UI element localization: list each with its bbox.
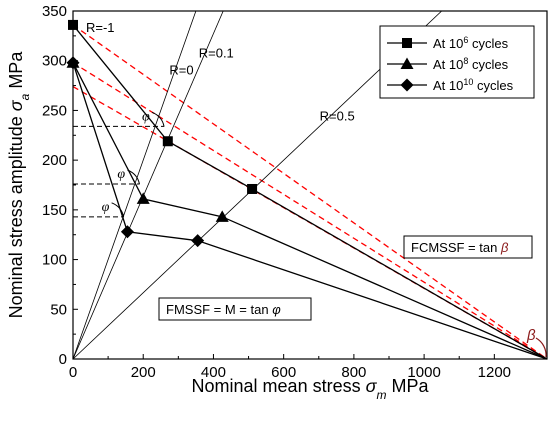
- r-line-labels: R=0 R=0.1 R=0.5: [169, 46, 354, 124]
- r-ratio-line: [73, 11, 197, 359]
- phi-label: φ: [102, 200, 110, 215]
- point-square: [247, 183, 258, 194]
- legend-label: At 106 cycles: [433, 35, 509, 51]
- x-tick-label: 200: [131, 364, 156, 381]
- y-tick-label: 150: [42, 202, 67, 219]
- x-tick-label: 1000: [407, 364, 440, 381]
- phi-angle-labels: φ φ φ: [102, 109, 165, 217]
- legend: At 106 cycles At 108 cycles At 1010 cycles: [379, 25, 535, 99]
- y-tick-label: 300: [42, 53, 67, 70]
- legend-marker-square: [402, 38, 412, 48]
- y-tick-label: 200: [42, 152, 67, 169]
- fit-dashed-line: [73, 24, 547, 359]
- beta-label: β: [526, 327, 536, 344]
- point-triangle: [136, 192, 150, 204]
- legend-label: At 108 cycles: [433, 56, 509, 72]
- y-tick-label: 0: [59, 351, 67, 368]
- point-diamond: [120, 225, 134, 239]
- fcmssf-text: FCMSSF = tan β: [411, 240, 509, 255]
- x-tick-label: 0: [69, 364, 77, 381]
- series-line-diamond: [72, 62, 548, 360]
- point-square: [162, 136, 173, 147]
- phi-arc: [151, 111, 165, 127]
- r-ratio-line: [73, 11, 224, 359]
- guide-lines: [73, 125, 165, 218]
- series-line-triangle: [72, 62, 548, 360]
- x-tick-label: 400: [201, 364, 226, 381]
- phi-label: φ: [142, 109, 150, 124]
- phi-arc: [127, 169, 140, 185]
- phi-arc: [111, 202, 125, 217]
- point-triangle: [215, 210, 229, 222]
- fmssf-box: FMSSF = M = tan φ: [158, 297, 312, 321]
- y-tick-label: 100: [42, 252, 67, 269]
- y-tick-label: 350: [42, 3, 67, 20]
- r-line-label: R=0.5: [320, 108, 355, 123]
- x-tick-label: 800: [341, 364, 366, 381]
- fcmssf-box: FCMSSF = tan β: [403, 235, 533, 259]
- label-r-neg1: R=-1: [86, 20, 115, 35]
- legend-marker-triangle: [400, 57, 414, 69]
- fit-dashed-line: [73, 62, 547, 359]
- r-line-label: R=0: [169, 63, 193, 78]
- fmssf-text: FMSSF = M = tan φ: [166, 302, 281, 317]
- legend-label: At 1010 cycles: [433, 77, 514, 93]
- x-axis-title: Nominal mean stress σm MPa: [192, 376, 430, 402]
- r-line-label: R=0.1: [199, 46, 234, 61]
- axis-ticks: 0 200 400 600 800 1000 1200 0 50 100 150 200 250 300 3…: [42, 3, 511, 381]
- y-tick-label: 250: [42, 102, 67, 119]
- beta-arc: [535, 337, 547, 358]
- y-axis-title: Nominal stress amplitude σa MPa: [6, 51, 32, 319]
- y-tick-label: 50: [50, 301, 67, 318]
- x-tick-label: 1200: [478, 364, 511, 381]
- x-tick-label: 600: [271, 364, 296, 381]
- series-line-square: [72, 24, 548, 360]
- phi-label: φ: [117, 167, 125, 182]
- point-diamond: [191, 234, 205, 248]
- legend-marker-diamond: [400, 78, 414, 92]
